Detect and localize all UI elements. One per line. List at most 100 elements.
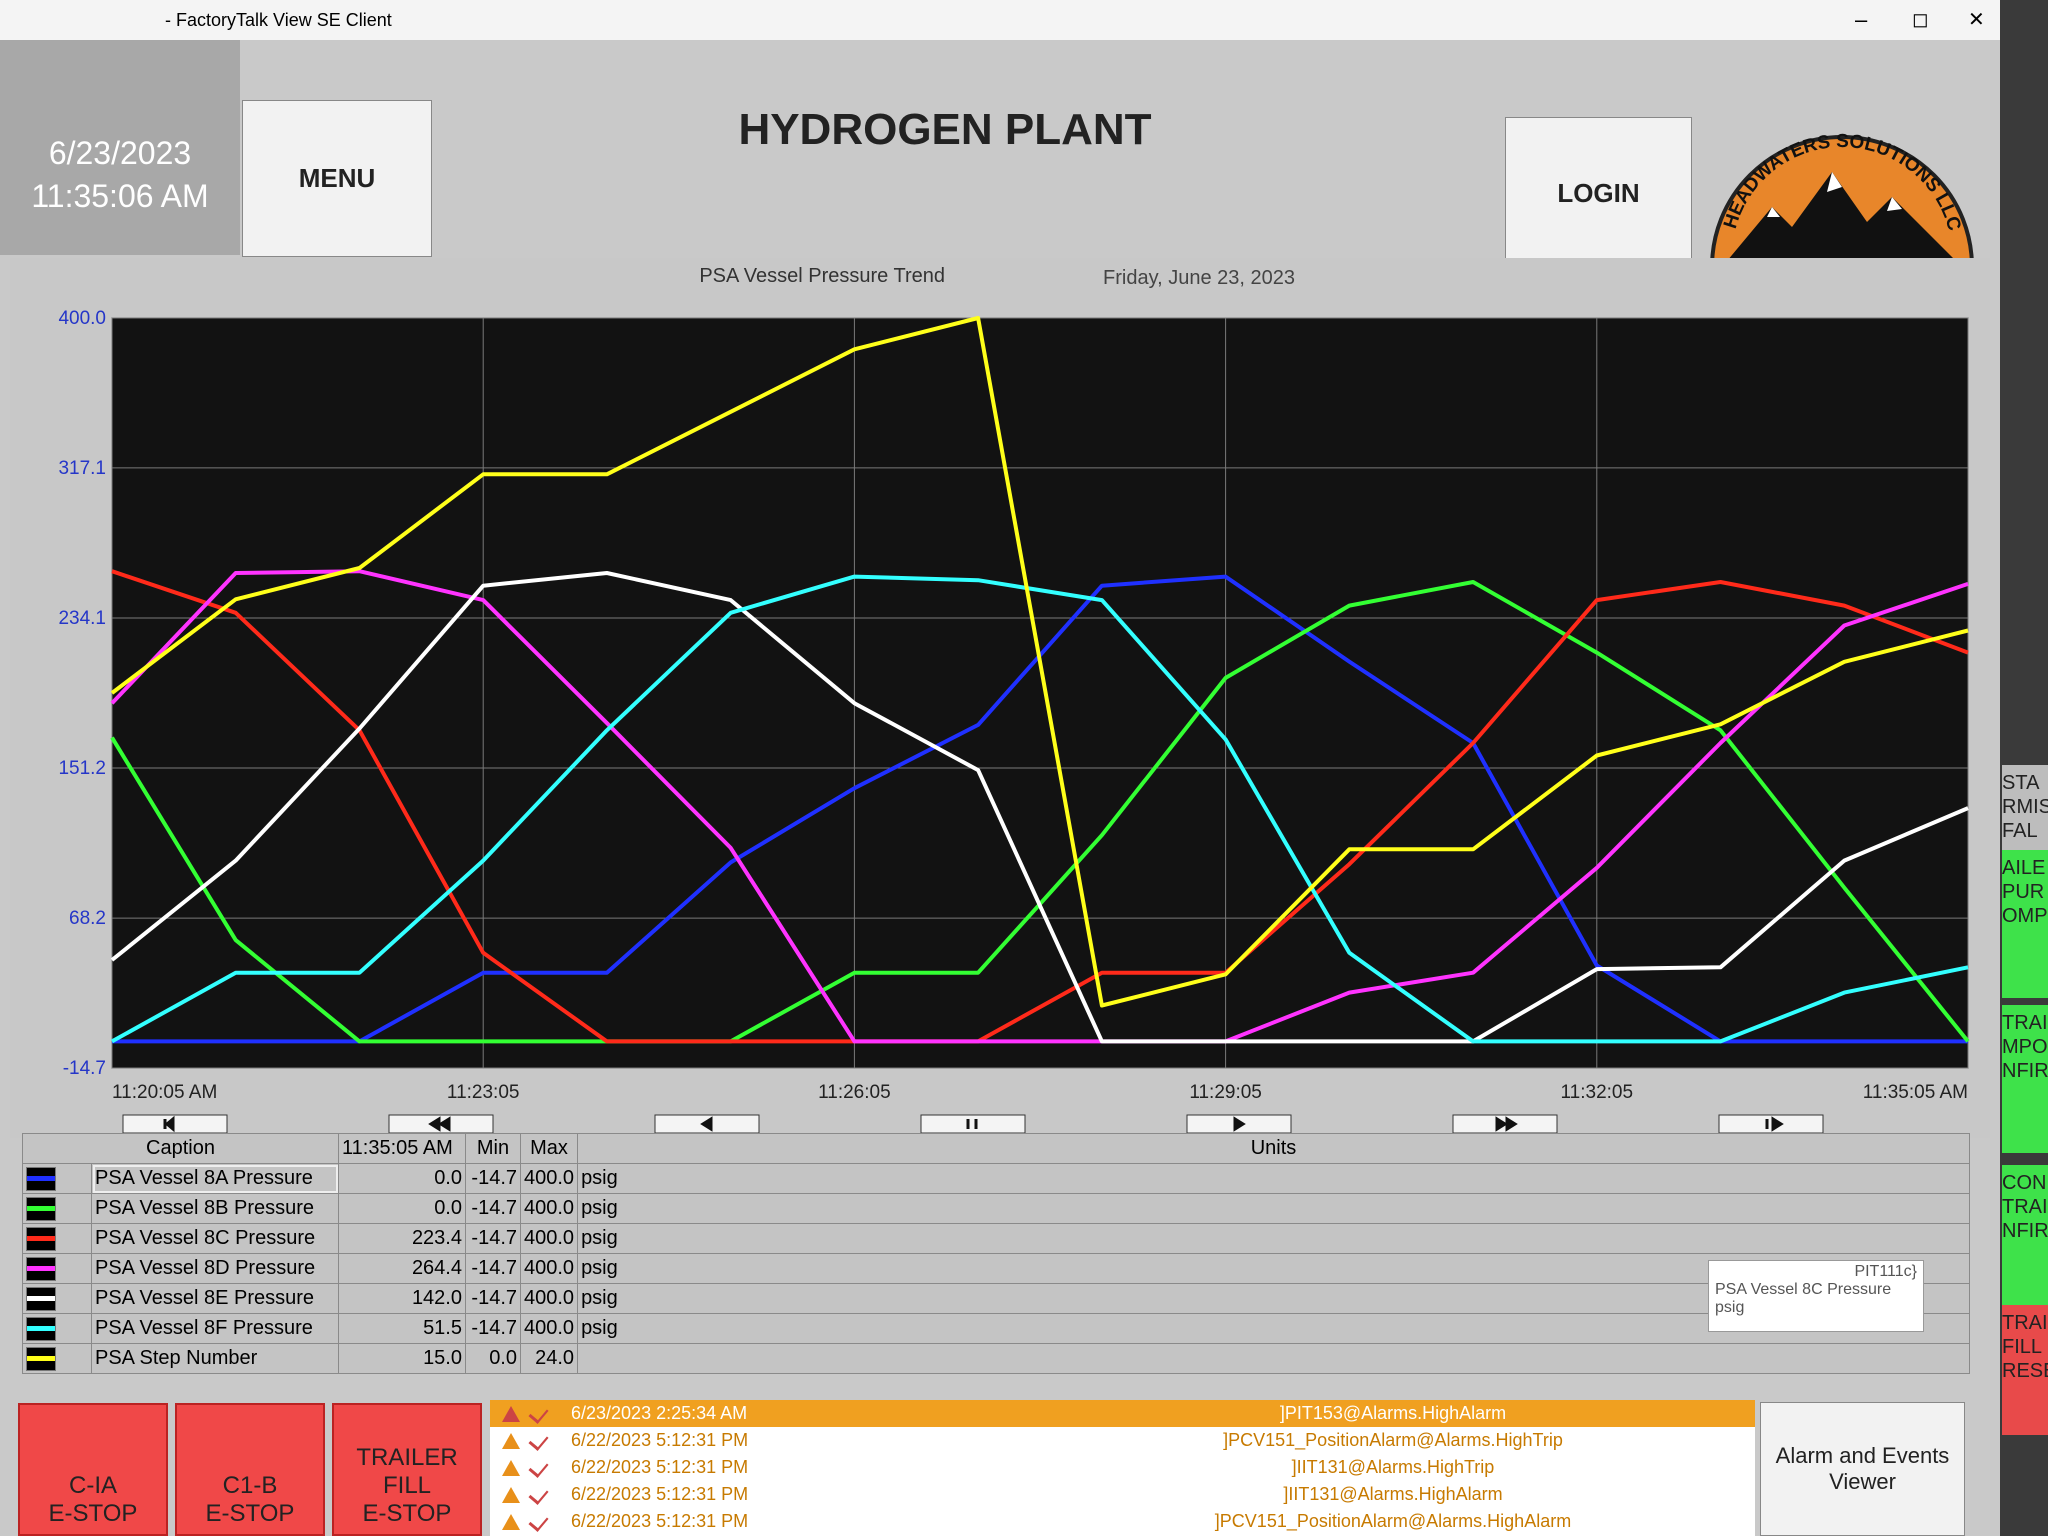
legend-swatch-cell bbox=[22, 1193, 92, 1224]
alarm-time: 6/22/2023 5:12:31 PM bbox=[571, 1457, 749, 1477]
legend-cell: -14.7 bbox=[465, 1193, 521, 1224]
nav-button[interactable] bbox=[122, 1114, 228, 1134]
estop-button[interactable]: TRAILER FILL E-STOP bbox=[332, 1403, 482, 1536]
legend-header: Min bbox=[465, 1133, 521, 1164]
legend-swatch-line bbox=[27, 1356, 55, 1361]
legend-swatch bbox=[26, 1166, 56, 1191]
legend-swatch bbox=[26, 1346, 56, 1371]
legend-cell: -14.7 bbox=[465, 1313, 521, 1344]
window-title: - FactoryTalk View SE Client bbox=[165, 10, 392, 30]
date-time: 6/23/2023 11:35:06 AM bbox=[0, 40, 240, 255]
legend-caption[interactable]: PSA Step Number bbox=[91, 1343, 339, 1374]
side-label: NFIRM bbox=[2002, 1220, 2048, 1242]
legend-caption[interactable]: PSA Vessel 8F Pressure bbox=[91, 1313, 339, 1344]
trend-line bbox=[110, 316, 1969, 1008]
side-button[interactable]: CONNTRAILNFIRM bbox=[2002, 1165, 2048, 1313]
nav-button[interactable] bbox=[654, 1114, 760, 1134]
legend-swatch-cell bbox=[22, 1283, 92, 1314]
legend-swatch-line bbox=[27, 1296, 55, 1301]
legend-cell: 142.0 bbox=[338, 1283, 466, 1314]
minimize[interactable]: – bbox=[1855, 7, 1868, 32]
alarm-time: 6/22/2023 5:12:31 PM bbox=[571, 1484, 749, 1504]
nav-button[interactable] bbox=[920, 1114, 1026, 1134]
legend-swatch-line bbox=[27, 1206, 55, 1211]
legend-caption[interactable]: PSA Vessel 8C Pressure bbox=[91, 1223, 339, 1254]
alarm-icon bbox=[502, 1486, 520, 1503]
alarm-tag: ]PIT153@Alarms.HighAlarm bbox=[1279, 1403, 1507, 1423]
legend-header: Units bbox=[577, 1133, 1970, 1164]
legend-cell: psig bbox=[577, 1193, 1970, 1224]
alarm-ack bbox=[528, 1511, 549, 1532]
trend-line bbox=[111, 569, 1969, 1044]
legend-cell: 51.5 bbox=[338, 1313, 466, 1344]
estop-label: E-STOP bbox=[362, 1500, 452, 1527]
y-tick-label: 151.2 bbox=[58, 758, 106, 779]
nav-button[interactable] bbox=[1452, 1114, 1558, 1134]
alarm-ack bbox=[528, 1457, 549, 1478]
y-tick-label: 68.2 bbox=[69, 908, 106, 929]
legend-cell: 223.4 bbox=[338, 1223, 466, 1254]
close[interactable]: ✕ bbox=[1968, 9, 1985, 31]
nav-button[interactable] bbox=[388, 1114, 494, 1134]
alarm-viewer-button[interactable]: Alarm and Events Viewer bbox=[1760, 1402, 1965, 1536]
alarm-tag: ]IIT131@Alarms.HighTrip bbox=[1291, 1457, 1495, 1477]
alarm-tag: ]PCV151_PositionAlarm@Alarms.HighTrip bbox=[1223, 1430, 1563, 1450]
legend-row: PSA Vessel 8B Pressure 0.0 -14.7 400.0 psig bbox=[22, 1193, 1970, 1224]
legend-cell: 400.0 bbox=[519, 1283, 579, 1314]
legend-swatch bbox=[26, 1256, 56, 1281]
legend-caption[interactable]: PSA Vessel 8B Pressure bbox=[91, 1193, 339, 1224]
estop-label: E-STOP bbox=[48, 1500, 138, 1527]
legend-cell: 0.0 bbox=[338, 1193, 466, 1224]
x-tick-label: 11:23:05 bbox=[447, 1082, 520, 1103]
alarm-row: 6/22/2023 5:12:31 PM]PCV151_PositionAlar… bbox=[490, 1508, 1755, 1535]
tooltip-tag: PIT111c} bbox=[1854, 1263, 1917, 1280]
nav-button[interactable] bbox=[1186, 1114, 1292, 1134]
estop-button[interactable]: C-IA E-STOP bbox=[18, 1403, 168, 1536]
legend-cell: -14.7 bbox=[465, 1163, 521, 1194]
alarm-icon bbox=[502, 1459, 520, 1476]
legend-caption[interactable]: PSA Vessel 8E Pressure bbox=[91, 1283, 339, 1314]
alarm-row: 6/23/2023 2:25:34 AM]PIT153@Alarms.HighA… bbox=[490, 1400, 1755, 1427]
alarm-row: 6/22/2023 5:12:31 PM ]IIT131@Alarms.HighA… bbox=[490, 1481, 1755, 1508]
tooltip-caption: PSA Vessel 8C Pressure bbox=[1715, 1281, 1892, 1298]
menu-button[interactable]: MENU bbox=[242, 100, 432, 257]
legend-cell: 400.0 bbox=[519, 1223, 579, 1254]
alarm-icon bbox=[502, 1405, 520, 1422]
estop-label: C1-B bbox=[222, 1472, 278, 1499]
alarm-icon bbox=[502, 1513, 520, 1530]
estop-label: E-STOP bbox=[205, 1500, 295, 1527]
legend-header: 11:35:05 AM bbox=[338, 1133, 466, 1164]
side-button[interactable]: TRAILMPONFIRM bbox=[2002, 1005, 2048, 1153]
maximize[interactable]: ◻ bbox=[1912, 9, 1929, 31]
legend-row: PSA Vessel 8A Pressure 0.0 -14.7 400.0 psig bbox=[22, 1163, 1970, 1194]
side-label: TRAIL bbox=[2002, 1196, 2048, 1218]
legend-swatch-line bbox=[27, 1236, 55, 1241]
side-button[interactable]: AILE PUR OMP bbox=[2002, 850, 2048, 998]
nav-glyph bbox=[700, 1116, 713, 1132]
legend-row: PSA Vessel 8E Pressure 142.0 -14.7 400.0 psi… bbox=[22, 1283, 1970, 1314]
legend-caption[interactable]: PSA Vessel 8A Pressure bbox=[91, 1163, 339, 1194]
side-label: MPO bbox=[2002, 1036, 2048, 1058]
side-label: AILE bbox=[2002, 857, 2046, 879]
login-button[interactable]: LOGIN bbox=[1505, 117, 1692, 269]
legend-header: Caption bbox=[22, 1133, 339, 1164]
side-button[interactable]: TRAILFILLRESE bbox=[2002, 1305, 2048, 1435]
nav-glyph bbox=[966, 1119, 978, 1129]
legend-caption[interactable]: PSA Vessel 8D Pressure bbox=[91, 1253, 339, 1284]
nav-button[interactable] bbox=[1718, 1114, 1824, 1134]
legend-swatch bbox=[26, 1196, 56, 1221]
side-label: FILL bbox=[2002, 1336, 2043, 1358]
legend-row: PSA Step Number 15.0 0.0 24.0 bbox=[22, 1343, 1970, 1374]
legend-cell: 15.0 bbox=[338, 1343, 466, 1374]
alarm-tag: ]IIT131@Alarms.HighAlarm bbox=[1283, 1484, 1503, 1504]
legend-cell: psig bbox=[577, 1163, 1970, 1194]
logo-snow bbox=[1767, 172, 1902, 217]
nav-glyph bbox=[1495, 1116, 1518, 1132]
legend-cell: 400.0 bbox=[519, 1313, 579, 1344]
legend-cell: 264.4 bbox=[338, 1253, 466, 1284]
estop-button[interactable]: C1-B E-STOP bbox=[175, 1403, 325, 1536]
alarm-list: 6/23/2023 2:25:34 AM]PIT153@Alarms.HighA… bbox=[490, 1400, 1755, 1536]
legend-header: Max bbox=[519, 1133, 579, 1164]
nav-glyph bbox=[163, 1115, 175, 1133]
